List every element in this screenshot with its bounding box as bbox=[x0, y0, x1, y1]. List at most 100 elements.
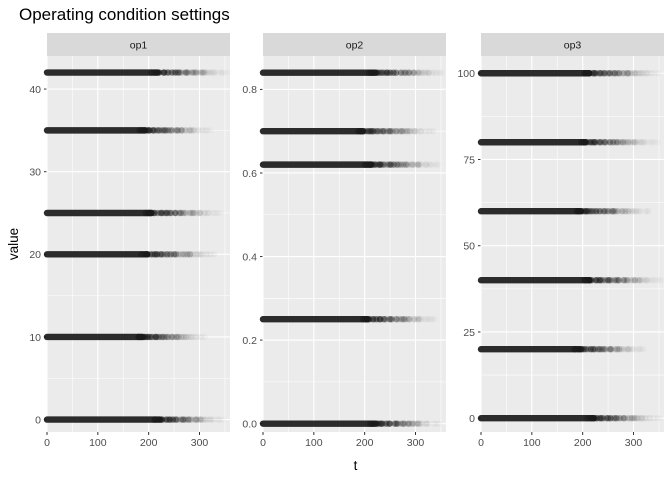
data-point bbox=[611, 415, 619, 422]
data-point bbox=[392, 128, 400, 135]
data-point bbox=[400, 316, 408, 323]
data-point bbox=[182, 333, 190, 341]
data-point bbox=[369, 161, 376, 168]
data-point bbox=[398, 128, 405, 135]
data-point bbox=[387, 69, 394, 76]
data-point bbox=[373, 420, 381, 427]
data-point bbox=[172, 69, 179, 76]
data-point bbox=[144, 333, 151, 341]
y-tick-label: 50 bbox=[463, 241, 475, 253]
data-point bbox=[620, 277, 628, 284]
data-point bbox=[386, 69, 394, 76]
data-point bbox=[631, 139, 639, 146]
data-point bbox=[192, 416, 200, 423]
data-point bbox=[377, 316, 384, 323]
data-point bbox=[418, 161, 425, 168]
data-point bbox=[399, 128, 407, 135]
data-point bbox=[163, 416, 171, 423]
data-point bbox=[168, 127, 176, 134]
data-point bbox=[149, 333, 156, 341]
data-point bbox=[390, 161, 397, 168]
data-point bbox=[580, 208, 588, 215]
data-point bbox=[193, 69, 200, 76]
data-point bbox=[171, 209, 179, 217]
data-point bbox=[593, 415, 600, 422]
data-point bbox=[188, 69, 195, 76]
data-point bbox=[161, 127, 169, 134]
data-point bbox=[385, 420, 393, 427]
data-point bbox=[152, 69, 159, 76]
data-point bbox=[613, 277, 620, 284]
data-point bbox=[372, 161, 379, 168]
data-point bbox=[601, 139, 608, 146]
data-point bbox=[608, 277, 615, 284]
x-tick-label: 0 bbox=[44, 437, 50, 449]
data-point bbox=[380, 316, 388, 323]
data-point bbox=[142, 333, 149, 341]
data-point bbox=[588, 415, 595, 422]
data-point bbox=[378, 69, 386, 76]
data-point bbox=[605, 208, 612, 215]
data-point bbox=[613, 346, 621, 353]
data-point bbox=[379, 128, 387, 135]
data-point bbox=[141, 333, 148, 341]
data-point bbox=[197, 209, 204, 217]
data-point bbox=[190, 127, 198, 134]
data-point bbox=[415, 161, 422, 168]
data-point bbox=[145, 127, 152, 134]
data-point bbox=[411, 128, 418, 135]
data-point bbox=[191, 127, 198, 134]
data-point bbox=[596, 70, 603, 77]
data-point bbox=[623, 277, 631, 284]
data-point bbox=[159, 209, 166, 217]
data-point bbox=[631, 70, 639, 77]
data-point bbox=[166, 416, 174, 423]
data-point bbox=[172, 416, 179, 423]
data-point bbox=[411, 128, 418, 135]
data-point bbox=[397, 69, 405, 76]
data-point bbox=[376, 316, 384, 323]
data-point bbox=[144, 333, 151, 341]
data-point bbox=[379, 420, 386, 427]
data-point bbox=[606, 139, 614, 146]
data-point bbox=[595, 346, 603, 353]
data-point bbox=[589, 139, 596, 146]
data-point bbox=[622, 277, 629, 284]
data-point bbox=[161, 209, 169, 217]
data-point bbox=[164, 251, 171, 258]
data-point bbox=[602, 208, 609, 215]
data-point bbox=[189, 209, 196, 217]
data-point bbox=[411, 316, 418, 323]
data-point bbox=[202, 416, 209, 423]
data-point bbox=[369, 128, 377, 135]
data-point bbox=[387, 161, 395, 168]
data-point bbox=[181, 209, 188, 217]
data-point bbox=[610, 208, 618, 215]
data-point bbox=[150, 209, 158, 217]
data-point bbox=[615, 415, 623, 422]
x-tick-label: 100 bbox=[523, 437, 541, 449]
data-point bbox=[414, 161, 421, 168]
data-point bbox=[175, 333, 182, 341]
data-point bbox=[363, 316, 371, 323]
data-point bbox=[611, 346, 619, 353]
data-point bbox=[609, 208, 617, 215]
data-point bbox=[615, 208, 622, 215]
data-point bbox=[596, 415, 604, 422]
data-point bbox=[194, 416, 202, 423]
data-point bbox=[405, 316, 412, 323]
data-point bbox=[610, 139, 617, 146]
data-point bbox=[615, 277, 622, 284]
data-point bbox=[624, 346, 632, 353]
data-point bbox=[410, 420, 418, 427]
data-point bbox=[143, 127, 151, 134]
data-point bbox=[147, 333, 155, 341]
data-point bbox=[166, 127, 173, 134]
data-point bbox=[416, 420, 423, 427]
data-point bbox=[378, 420, 385, 427]
data-point bbox=[376, 128, 383, 135]
data-point bbox=[365, 316, 373, 323]
data-point bbox=[609, 139, 617, 146]
data-point bbox=[200, 416, 207, 423]
data-point bbox=[616, 346, 623, 353]
